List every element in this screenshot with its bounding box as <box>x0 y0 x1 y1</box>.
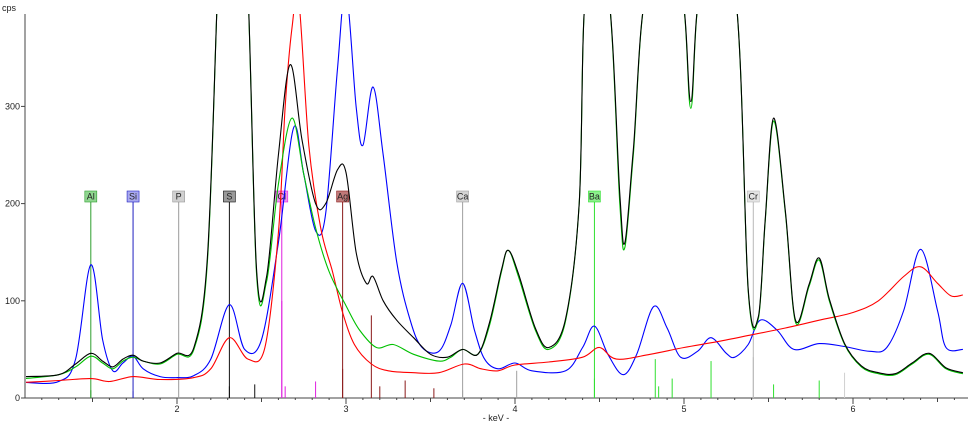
plot-frame <box>24 14 968 399</box>
element-marker-box <box>126 190 140 203</box>
element-marker-label: Cr <box>749 192 759 202</box>
element-marker-label: P <box>176 192 182 202</box>
element-marker-label: Ca <box>457 192 469 202</box>
series-line-3 <box>26 14 964 380</box>
x-tick-label: 4 <box>512 404 517 414</box>
y-tick-label: 100 <box>5 296 20 306</box>
x-tick-label: 5 <box>681 404 686 414</box>
x-axis: 2 3 4 5 6 <box>41 398 955 414</box>
element-marker-box <box>746 190 760 203</box>
series-line-1 <box>26 14 963 385</box>
y-tick-label: 200 <box>5 199 20 209</box>
element-marker-box <box>336 190 349 203</box>
element-marker-label: Ag <box>337 192 348 202</box>
series-line-2 <box>26 14 963 383</box>
series-line-4 <box>26 14 964 378</box>
element-marker-label: S <box>226 192 232 202</box>
element-marker-label: Si <box>129 192 137 202</box>
spectrum-series <box>26 14 964 385</box>
element-markers: Al Si P S Cl Ag Ca Ba Cr <box>84 190 760 398</box>
y-tick-label: 0 <box>15 393 20 403</box>
element-marker-label: Ba <box>589 192 600 202</box>
y-axis: 0 100 200 300 <box>5 101 25 403</box>
x-tick-label: 6 <box>850 404 855 414</box>
element-marker-box <box>275 190 289 203</box>
element-marker-box <box>456 190 469 203</box>
element-marker-box <box>172 190 185 203</box>
element-marker-box <box>588 190 601 203</box>
y-tick-label: 300 <box>5 101 20 111</box>
element-marker-box <box>223 190 236 203</box>
x-tick-label: 2 <box>174 404 179 414</box>
element-marker-label: Al <box>87 192 95 202</box>
element-marker-label: Cl <box>278 192 287 202</box>
element-marker-box <box>84 190 98 203</box>
x-tick-label: 3 <box>343 404 348 414</box>
x-axis-label: - keV - <box>483 413 510 423</box>
y-axis-unit: cps <box>2 3 17 13</box>
line-sticks <box>90 300 846 398</box>
